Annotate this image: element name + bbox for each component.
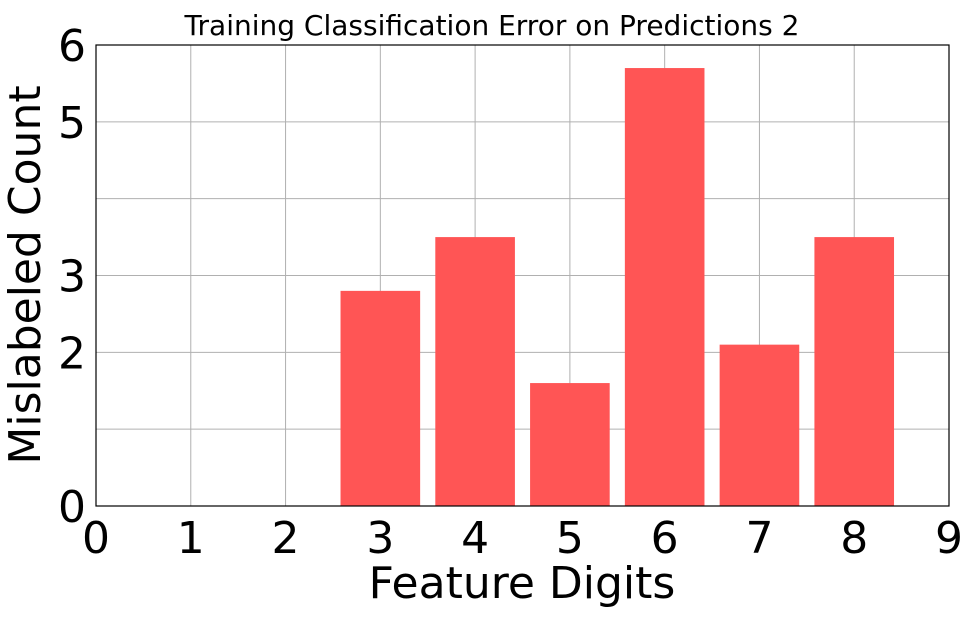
x-tick-label: 5 bbox=[556, 513, 584, 564]
y-tick-label: 3 bbox=[58, 252, 86, 303]
y-tick-label: 2 bbox=[58, 328, 86, 379]
y-tick-labels: 0 2 3 5 6 bbox=[58, 21, 86, 533]
y-axis-label: Mislabeled Count bbox=[0, 85, 51, 464]
bar bbox=[814, 237, 895, 507]
bars bbox=[340, 68, 895, 507]
x-tick-label: 3 bbox=[366, 513, 394, 564]
x-tick-label: 7 bbox=[745, 513, 773, 564]
x-tick-labels: 0 1 2 3 4 5 6 7 8 9 bbox=[82, 513, 963, 564]
bar bbox=[624, 68, 705, 507]
bar bbox=[340, 290, 421, 506]
y-tick-label: 0 bbox=[58, 482, 86, 533]
x-tick-label: 6 bbox=[651, 513, 679, 564]
x-tick-label: 1 bbox=[177, 513, 205, 564]
plot-frame bbox=[95, 44, 950, 507]
bar bbox=[719, 344, 800, 506]
x-tick-label: 0 bbox=[82, 513, 110, 564]
chart-title: Training Classification Error on Predict… bbox=[184, 9, 800, 42]
y-tick-label: 5 bbox=[58, 98, 86, 149]
x-tick-label: 4 bbox=[461, 513, 489, 564]
x-tick-label: 2 bbox=[272, 513, 300, 564]
x-tick-label: 9 bbox=[935, 513, 963, 564]
bar bbox=[435, 237, 515, 507]
y-tick-label: 6 bbox=[58, 21, 86, 72]
x-tick-label: 8 bbox=[840, 513, 868, 564]
x-axis-label: Feature Digits bbox=[369, 558, 676, 609]
bar bbox=[530, 383, 610, 506]
